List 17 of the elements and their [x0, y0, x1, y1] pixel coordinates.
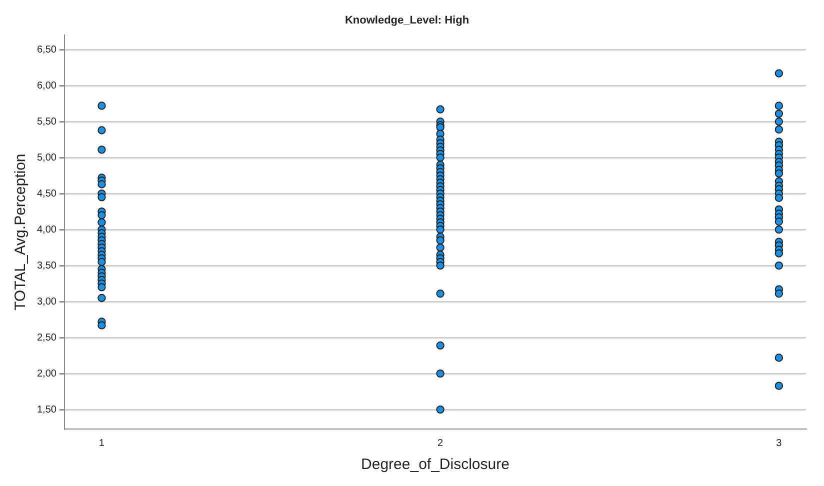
y-tick-label: 3,50 — [36, 260, 57, 272]
y-axis-title: TOTAL_Avg.Perception — [12, 154, 30, 310]
y-tick-label: 5,00 — [36, 152, 57, 164]
x-tick-label: 2 — [438, 438, 444, 449]
y-tick-label: 4,50 — [36, 188, 57, 200]
x-axis-title: Degree_of_Disclosure — [361, 456, 510, 474]
y-tick-label: 5,50 — [36, 116, 57, 128]
y-tick-label: 6,50 — [36, 44, 57, 56]
chart-title: Knowledge_Level: High — [344, 14, 470, 27]
x-tick-label: 1 — [98, 438, 105, 449]
y-tick-label: 2,00 — [36, 368, 57, 380]
x-tick-label: 3 — [776, 438, 782, 449]
y-tick-label: 2,50 — [36, 332, 57, 344]
y-tick-label: 3,00 — [36, 296, 57, 308]
y-tick-label: 1,50 — [36, 404, 57, 416]
y-tick-label: 6,00 — [36, 80, 57, 92]
y-tick-label: 4,00 — [36, 224, 57, 236]
